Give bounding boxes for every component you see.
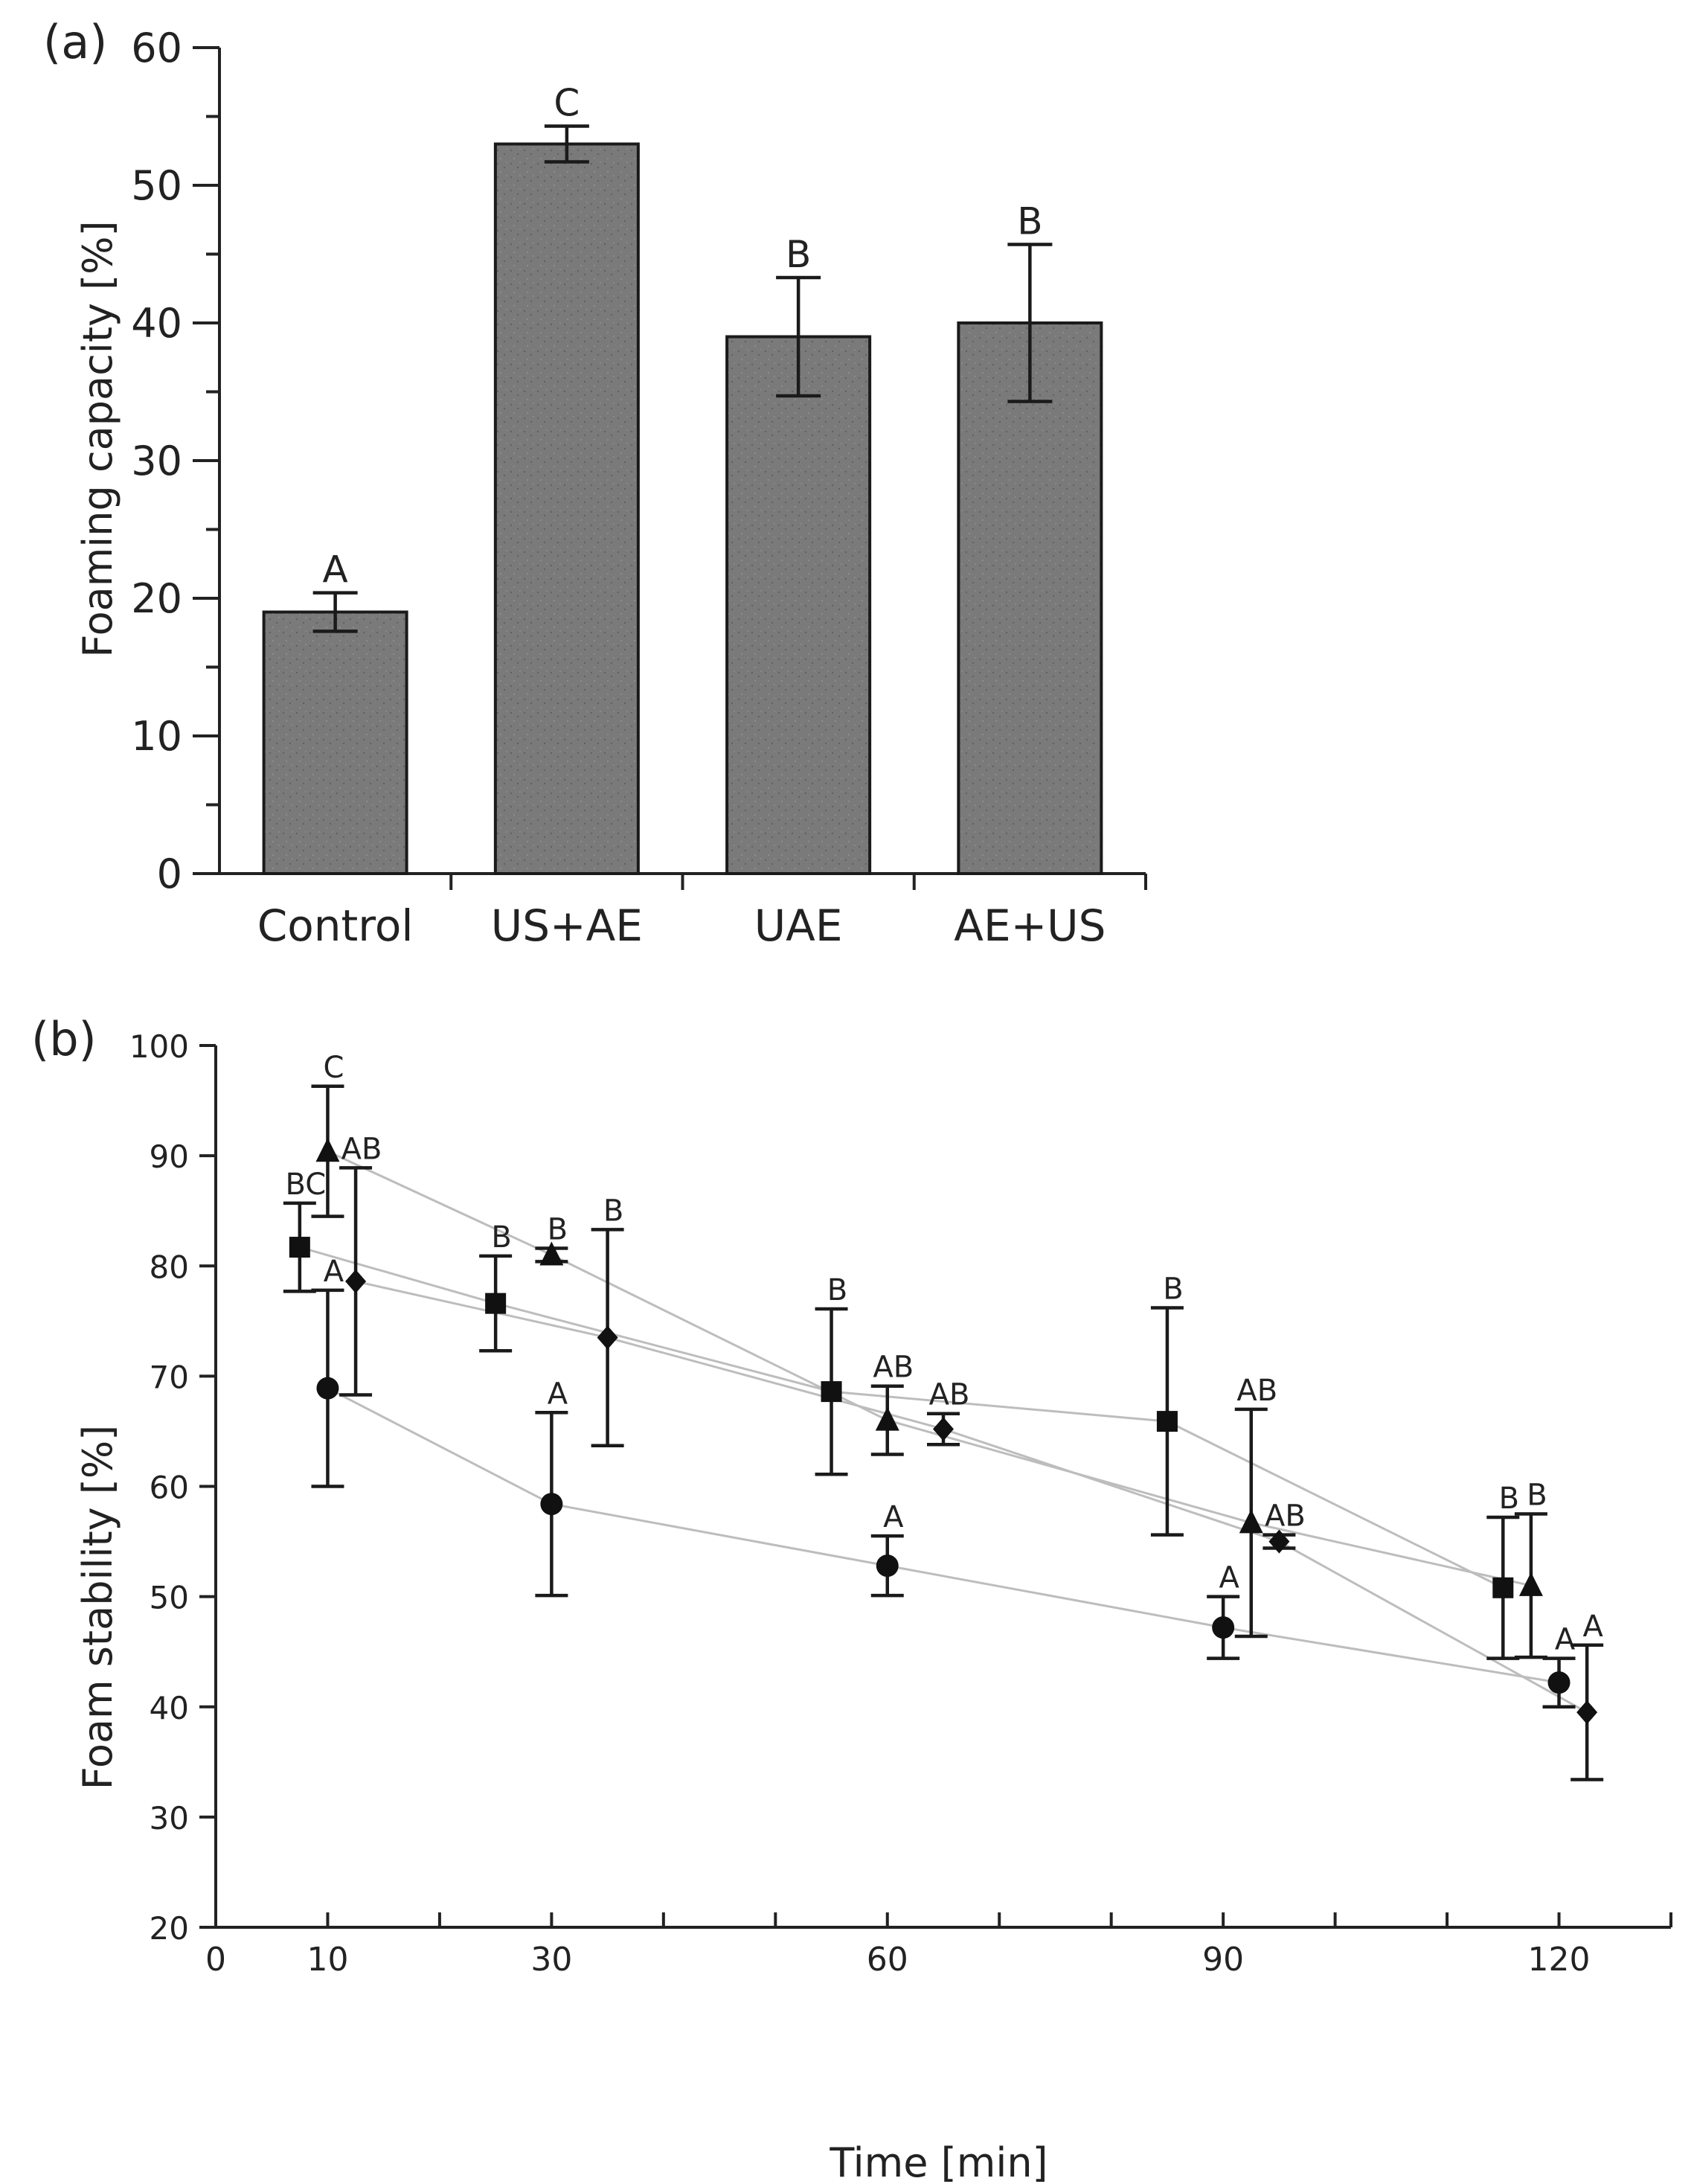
significance-letter: AB <box>1236 1374 1277 1408</box>
diamond-marker <box>345 1269 367 1293</box>
significance-letter: A <box>324 1255 344 1289</box>
panel-a-axes: 0 10 20 30 40 50 60 <box>131 25 1147 897</box>
significance-letter: B <box>827 1273 847 1307</box>
panel-b-y-tick-label: 50 <box>150 1580 189 1616</box>
circle-marker <box>876 1554 899 1578</box>
panel-b-y-tick-label: 70 <box>150 1359 189 1395</box>
panel-b-y-tick-label: 80 <box>150 1249 189 1285</box>
series-circle: A A A A A <box>311 1255 1576 1709</box>
significance-letter: A <box>323 548 348 592</box>
square-marker <box>485 1293 507 1314</box>
panel-b-axes: 20 30 40 50 60 70 80 90 100 0 10 30 60 90 120 <box>129 1028 1672 1979</box>
significance-letter: A <box>883 1500 904 1534</box>
significance-letter: AB <box>1265 1499 1306 1534</box>
panel-b-x-axis-title: Time [min] <box>829 2139 1047 2184</box>
panel-b-y-tick-label: 40 <box>150 1690 189 1726</box>
circle-marker <box>1212 1616 1235 1639</box>
category-label: UAE <box>754 900 843 951</box>
panel-b-x-tick-label: 60 <box>867 1941 908 1979</box>
significance-letter: B <box>1527 1479 1547 1513</box>
significance-letter: B <box>491 1220 511 1255</box>
panel-a-y-tick-label: 0 <box>157 851 182 897</box>
significance-letter: C <box>323 1051 344 1085</box>
significance-letter: B <box>1163 1272 1183 1307</box>
panel-a-bars: A Control C US+AE B UAE B AE+US <box>257 81 1106 951</box>
significance-letter: B <box>786 233 811 276</box>
diamond-marker <box>933 1417 954 1441</box>
square-marker <box>1156 1411 1178 1432</box>
significance-letter: AB <box>929 1378 970 1412</box>
category-label: Control <box>257 900 414 951</box>
significance-letter: C <box>554 81 580 124</box>
panel-a-y-tick-label: 60 <box>131 25 182 71</box>
panel-b-x-tick-label: 0 <box>205 1941 226 1979</box>
panel-a-y-tick-label: 10 <box>131 713 182 760</box>
panel-a-label: (a) <box>43 15 107 69</box>
category-label: AE+US <box>954 900 1106 951</box>
triangle-marker <box>875 1406 899 1431</box>
triangle-marker <box>1518 1572 1543 1596</box>
panel-b-y-tick-label: 90 <box>150 1139 189 1175</box>
panel-b-y-tick-label: 100 <box>129 1028 189 1065</box>
circle-marker <box>1547 1671 1571 1694</box>
panel-b-x-tick-label: 90 <box>1202 1941 1244 1979</box>
panel-a-y-tick-label: 40 <box>131 300 182 347</box>
significance-letter: B <box>603 1194 623 1228</box>
panel-b-x-tick-label: 30 <box>530 1941 572 1979</box>
panel-b-x-tick-label: 120 <box>1528 1941 1591 1979</box>
triangle-marker <box>315 1138 340 1162</box>
bar-us-ae <box>493 142 640 875</box>
significance-letter: AB <box>873 1351 914 1385</box>
panel-a-y-tick-label: 20 <box>131 575 182 622</box>
panel-a-bar-chart: (a) Foaming capacity [%] 0 10 20 30 40 50 60 A… <box>43 15 1147 951</box>
significance-letter: A <box>1555 1623 1576 1657</box>
panel-b-scatter-chart: (b) Foam stability [%] Time [min] 20 30 40… <box>31 1012 1672 2184</box>
significance-letter: B <box>548 1213 568 1247</box>
category-label: US+AE <box>491 900 643 951</box>
square-marker <box>1492 1577 1514 1598</box>
series-line-triangle <box>327 1150 1532 1587</box>
significance-letter: A <box>548 1377 568 1411</box>
triangle-marker <box>1239 1509 1263 1534</box>
bar-uae <box>725 335 872 875</box>
panel-a-y-tick-label: 30 <box>131 438 182 484</box>
panel-b-x-tick-label: 10 <box>307 1941 348 1979</box>
panel-b-y-tick-label: 20 <box>150 1910 189 1947</box>
panel-b-y-tick-label: 60 <box>150 1470 189 1506</box>
square-marker <box>289 1237 310 1258</box>
bar-control <box>262 610 408 875</box>
significance-letter: A <box>1582 1610 1603 1644</box>
diamond-marker <box>1576 1700 1598 1725</box>
series-square: BC B B B B <box>283 1168 1520 1660</box>
circle-marker <box>540 1493 563 1516</box>
panel-a-y-tick-label: 50 <box>131 162 182 209</box>
square-marker <box>821 1381 842 1403</box>
triangle-marker <box>539 1241 564 1266</box>
diamond-marker <box>597 1325 618 1350</box>
panel-a-y-axis-title: Foaming capacity [%] <box>74 220 121 657</box>
bar-ae-us <box>957 321 1103 875</box>
series-line-diamond <box>355 1280 1588 1714</box>
diamond-marker <box>1268 1529 1290 1554</box>
panel-b-y-tick-label: 30 <box>150 1800 189 1836</box>
significance-letter: BC <box>286 1168 327 1202</box>
significance-letter: B <box>1499 1482 1519 1516</box>
significance-letter: A <box>1219 1561 1239 1595</box>
panel-b-y-axis-title: Foam stability [%] <box>74 1425 121 1790</box>
circle-marker <box>316 1377 339 1400</box>
significance-letter: B <box>1017 200 1042 243</box>
panel-b-label: (b) <box>31 1012 97 1066</box>
significance-letter: AB <box>341 1132 382 1166</box>
